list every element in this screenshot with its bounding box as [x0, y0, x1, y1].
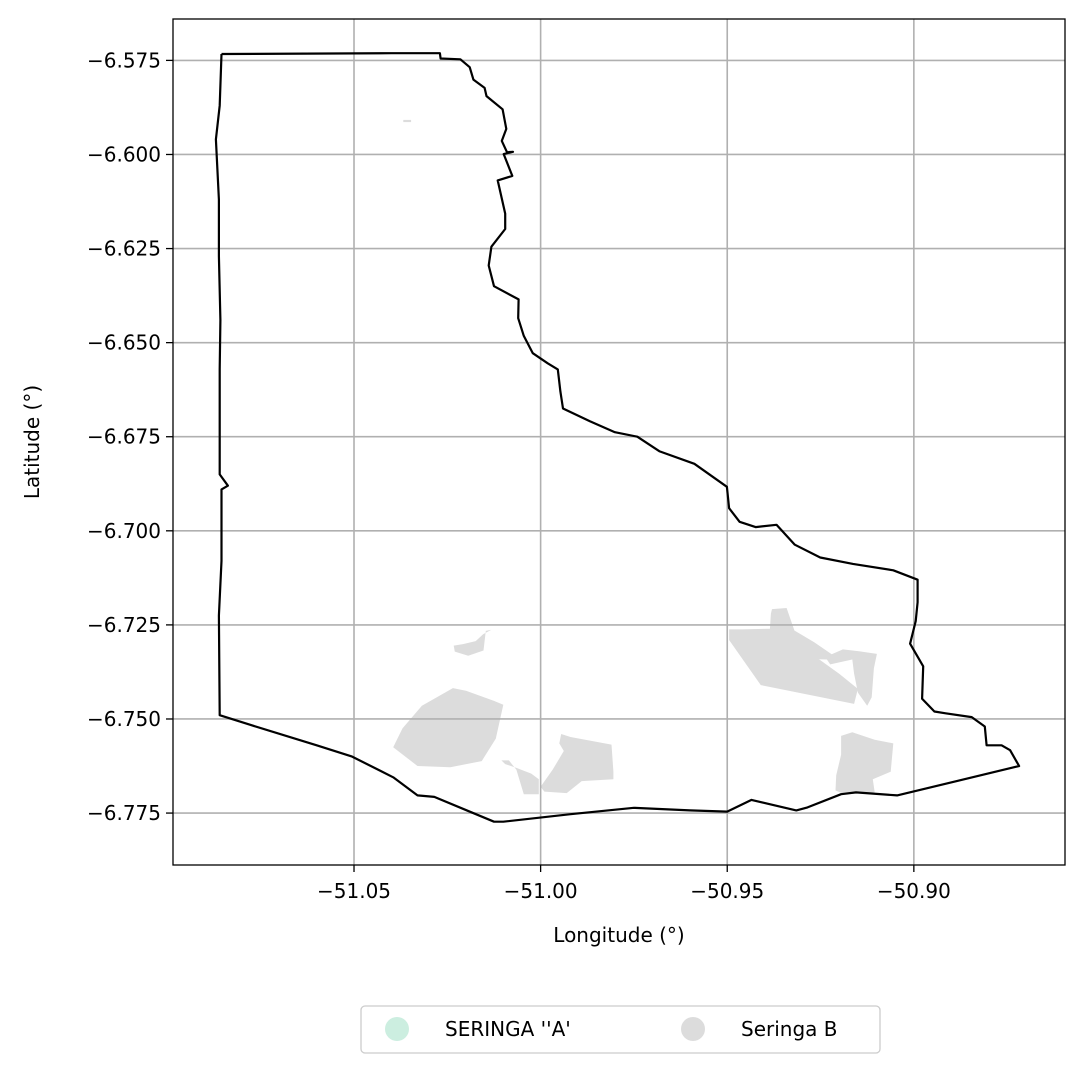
legend-label-seringa-b: Seringa B — [741, 1017, 837, 1041]
y-tick-label: −6.575 — [87, 48, 161, 72]
y-tick-label: −6.650 — [87, 331, 161, 355]
seringa-b-patches — [393, 119, 894, 795]
axes-frame — [172, 18, 1066, 866]
legend-swatch-seringa-a — [385, 1017, 409, 1041]
x-tick-label: −50.95 — [690, 879, 764, 903]
y-axis-label: Latitude (°) — [20, 385, 44, 499]
legend-box — [360, 1005, 881, 1054]
seringa-b-patch-7 — [729, 617, 858, 704]
seringa-b-patch-8 — [835, 732, 894, 795]
y-tick-label: −6.625 — [87, 237, 161, 261]
seringa-b-patch-4 — [501, 760, 539, 795]
boundary-line — [214, 52, 1021, 823]
y-tick-label: −6.600 — [87, 142, 161, 166]
x-axis-label: Longitude (°) — [553, 923, 684, 947]
x-tick-label: −50.90 — [877, 879, 951, 903]
seringa-b-patch-3 — [453, 629, 492, 656]
seringa-b-patch-6 — [768, 608, 877, 706]
y-tick-label: −6.750 — [87, 707, 161, 731]
x-tick-label: −51.00 — [504, 879, 578, 903]
x-axis-ticks: −51.05 −51.00 −50.95 −50.90 — [317, 865, 951, 903]
y-axis-ticks: −6.575 −6.600 −6.625 −6.650 −6.675 −6.700 −6.7… — [87, 48, 173, 825]
seringa-b-patch-1 — [403, 119, 412, 123]
municipality-boundary — [214, 52, 1021, 823]
grid — [173, 19, 1065, 865]
seringa-b-patch-5 — [540, 734, 614, 794]
legend-label-seringa-a: SERINGA ''A' — [445, 1017, 571, 1041]
y-tick-label: −6.775 — [87, 801, 161, 825]
y-tick-label: −6.675 — [87, 425, 161, 449]
x-tick-label: −51.05 — [317, 879, 391, 903]
legend: SERINGA ''A' Seringa B — [360, 1005, 881, 1054]
y-tick-label: −6.700 — [87, 519, 161, 543]
legend-swatch-seringa-b — [681, 1017, 705, 1041]
seringa-b-patch-2 — [393, 688, 504, 768]
y-tick-label: −6.725 — [87, 613, 161, 637]
